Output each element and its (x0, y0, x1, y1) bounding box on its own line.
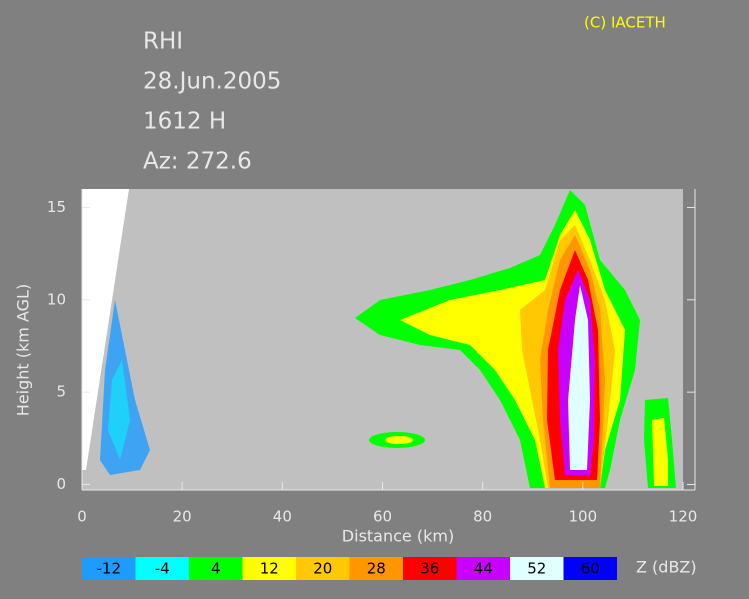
x-tick-label: 0 (77, 508, 87, 526)
header-line: 1612 H (143, 109, 226, 135)
colorbar-tick-label: 12 (260, 560, 279, 578)
colorbar-cell (403, 557, 457, 580)
radar-field (82, 189, 676, 488)
x-tick-label: 80 (473, 508, 492, 526)
header-line: 28.Jun.2005 (143, 69, 281, 95)
colorbar-tick-label: 60 (581, 560, 600, 578)
x-axis-label: Distance (km) (342, 527, 454, 546)
colorbar-cell (82, 557, 136, 580)
header-line: Az: 272.6 (143, 149, 252, 175)
colorbar-cell (189, 557, 243, 580)
colorbar-label: Z (dBZ) (636, 558, 697, 577)
y-tick-label: 10 (47, 290, 66, 308)
colorbar-cell (510, 557, 564, 580)
colorbar-tick-label: 44 (474, 560, 493, 578)
x-tick-label: 120 (669, 508, 698, 526)
colorbar-tick-label: 28 (367, 560, 386, 578)
colorbar-cell (135, 557, 189, 580)
x-tick-label: 60 (373, 508, 392, 526)
header-line: RHI (143, 29, 183, 55)
colorbar-cell (242, 557, 296, 580)
x-tick-label: 100 (569, 508, 598, 526)
credit: (C) IACETH (584, 14, 666, 32)
colorbar-tick-label: 52 (527, 560, 546, 578)
colorbar-tick-label: 20 (313, 560, 332, 578)
y-tick-label: 15 (47, 198, 66, 216)
colorbar-tick-label: 36 (420, 560, 439, 578)
y-tick-label: 5 (56, 383, 66, 401)
y-tick-label: 0 (56, 475, 66, 493)
colorbar-cell (296, 557, 350, 580)
x-tick-label: 20 (173, 508, 192, 526)
colorbar-tick-label: -12 (97, 560, 122, 578)
y-axis-label: Height (km AGL) (14, 284, 33, 416)
x-tick-label: 40 (273, 508, 292, 526)
colorbar-tick-label: 4 (211, 560, 221, 578)
colorbar-cell (563, 557, 617, 580)
colorbar-cell (456, 557, 510, 580)
colorbar-cell (349, 557, 403, 580)
colorbar-tick-label: -4 (155, 560, 170, 578)
